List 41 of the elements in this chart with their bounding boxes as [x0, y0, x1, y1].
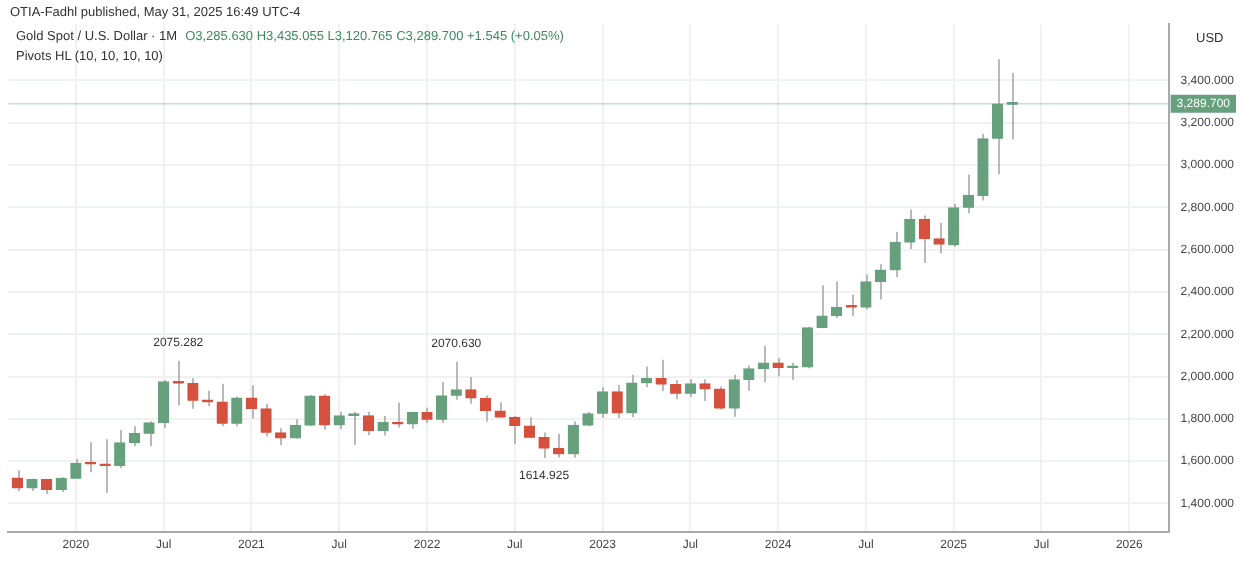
- candlestick: [874, 263, 887, 301]
- candlestick: [596, 386, 609, 419]
- candlestick: [904, 208, 916, 250]
- candlestick: [99, 438, 111, 494]
- candlestick: [231, 395, 243, 428]
- candlestick: [743, 364, 755, 392]
- candlestick: [450, 360, 462, 401]
- candlestick: [567, 420, 579, 459]
- candlestick: [435, 381, 448, 424]
- candlestick: [670, 379, 682, 400]
- candlestick: [757, 344, 770, 384]
- candlestick: [377, 415, 389, 437]
- candlestick: [304, 394, 316, 427]
- candlestick: [11, 469, 23, 492]
- candlestick: [245, 384, 258, 420]
- candlestick: [318, 393, 331, 431]
- candlestick: [655, 359, 667, 392]
- candlestick: [772, 357, 784, 377]
- candlestick: [962, 173, 974, 215]
- candlestick: [991, 58, 1004, 175]
- candlestick: [830, 280, 843, 319]
- candlestick: [640, 365, 653, 389]
- candlestick: [348, 410, 360, 446]
- candlestick: [538, 431, 550, 459]
- candlestick: [860, 273, 872, 311]
- candlestick: [509, 415, 521, 445]
- candlestick: [216, 382, 228, 428]
- candlestick: [948, 202, 960, 248]
- candlestick: [128, 425, 141, 448]
- candlestick: [728, 373, 740, 418]
- candlestick: [260, 402, 272, 438]
- candlestick: [933, 222, 945, 255]
- candlestick: [553, 432, 565, 459]
- candlestick: [465, 376, 477, 405]
- candlestick: [626, 373, 638, 418]
- candlestick: [157, 379, 170, 429]
- candlestick: [787, 362, 799, 381]
- candlestick: [611, 384, 623, 419]
- candlestick: [889, 230, 901, 278]
- candlestick: [114, 429, 126, 469]
- candlestick: [918, 214, 931, 264]
